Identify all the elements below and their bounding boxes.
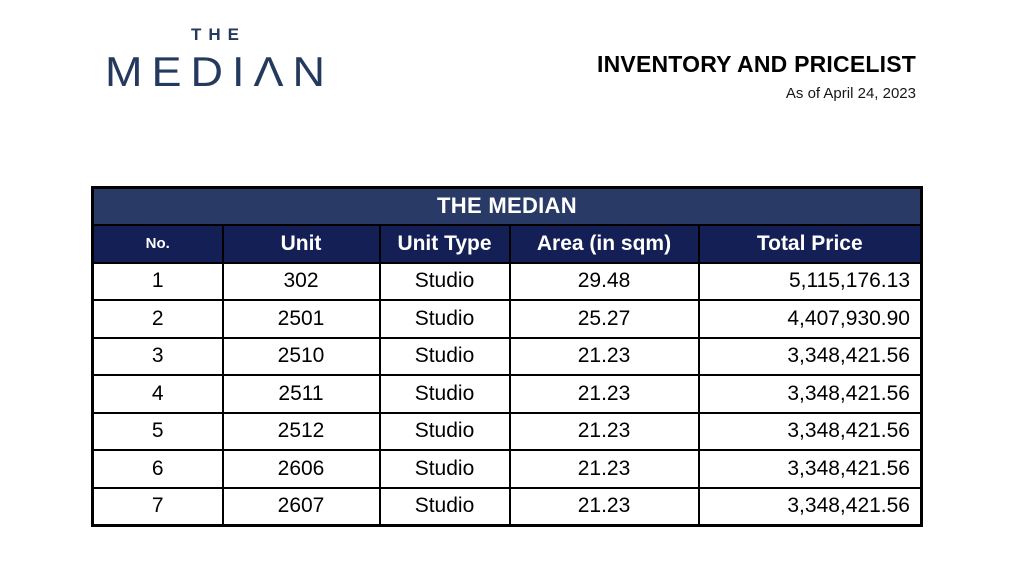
column-header-unit-type: Unit Type xyxy=(378,223,511,264)
as-of-date: As of April 24, 2023 xyxy=(785,85,916,103)
cell-unit: 302 xyxy=(221,261,381,301)
cell-no: 6 xyxy=(91,449,224,489)
table-row: 6 2606 Studio 21.23 3,348,421.56 xyxy=(91,449,923,489)
cell-price: 5,115,176.13 xyxy=(697,261,923,301)
cell-no: 4 xyxy=(91,374,224,414)
cell-unit: 2511 xyxy=(221,374,381,414)
document-header: INVENTORY AND PRICELIST As of April 24, … xyxy=(597,51,916,103)
cell-unit: 2607 xyxy=(221,486,381,526)
cell-unit-type: Studio xyxy=(378,299,511,339)
cell-no: 1 xyxy=(91,261,224,301)
cell-area: 21.23 xyxy=(508,374,700,414)
cell-area: 29.48 xyxy=(508,261,700,301)
table-row: 3 2510 Studio 21.23 3,348,421.56 xyxy=(91,336,923,376)
table-row: 5 2512 Studio 21.23 3,348,421.56 xyxy=(91,411,923,451)
table-row: 7 2607 Studio 21.23 3,348,421.56 xyxy=(91,486,923,526)
document-title: INVENTORY AND PRICELIST xyxy=(597,51,916,77)
column-header-total-price: Total Price xyxy=(697,223,923,264)
column-header-no: No. xyxy=(91,223,224,264)
cell-unit: 2512 xyxy=(221,411,381,451)
column-header-unit: Unit xyxy=(221,223,381,264)
cell-no: 2 xyxy=(91,299,224,339)
cell-unit-type: Studio xyxy=(378,411,511,451)
table-row: 4 2511 Studio 21.23 3,348,421.56 xyxy=(91,374,923,414)
cell-unit-type: Studio xyxy=(378,374,511,414)
cell-price: 3,348,421.56 xyxy=(697,449,923,489)
logo-median-text: MEDIΛN xyxy=(105,48,335,95)
cell-unit: 2510 xyxy=(221,336,381,376)
table-header-row: No. Unit Unit Type Area (in sqm) Total P… xyxy=(91,223,923,264)
logo-the-text: THE xyxy=(191,25,246,44)
pricelist-table: THE MEDIAN No. Unit Unit Type Area (in s… xyxy=(91,186,923,527)
cell-price: 4,407,930.90 xyxy=(697,299,923,339)
cell-area: 21.23 xyxy=(508,449,700,489)
cell-price: 3,348,421.56 xyxy=(697,486,923,526)
cell-unit-type: Studio xyxy=(378,486,511,526)
cell-price: 3,348,421.56 xyxy=(697,374,923,414)
cell-unit: 2606 xyxy=(221,449,381,489)
cell-area: 25.27 xyxy=(508,299,700,339)
cell-unit-type: Studio xyxy=(378,449,511,489)
cell-no: 5 xyxy=(91,411,224,451)
cell-no: 7 xyxy=(91,486,224,526)
table-title-row: THE MEDIAN xyxy=(91,186,923,226)
column-header-area: Area (in sqm) xyxy=(508,223,700,264)
cell-area: 21.23 xyxy=(508,336,700,376)
median-logo: THE MEDIΛN xyxy=(96,26,334,94)
cell-area: 21.23 xyxy=(508,411,700,451)
table-row: 2 2501 Studio 25.27 4,407,930.90 xyxy=(91,299,923,339)
cell-area: 21.23 xyxy=(508,486,700,526)
cell-unit-type: Studio xyxy=(378,336,511,376)
cell-price: 3,348,421.56 xyxy=(697,411,923,451)
cell-price: 3,348,421.56 xyxy=(697,336,923,376)
table-body: 1 302 Studio 29.48 5,115,176.13 2 2501 Studio 25… xyxy=(91,261,923,526)
cell-no: 3 xyxy=(91,336,224,376)
cell-unit-type: Studio xyxy=(378,261,511,301)
table-row: 1 302 Studio 29.48 5,115,176.13 xyxy=(91,261,923,301)
cell-unit: 2501 xyxy=(221,299,381,339)
table-title: THE MEDIAN xyxy=(91,186,923,226)
